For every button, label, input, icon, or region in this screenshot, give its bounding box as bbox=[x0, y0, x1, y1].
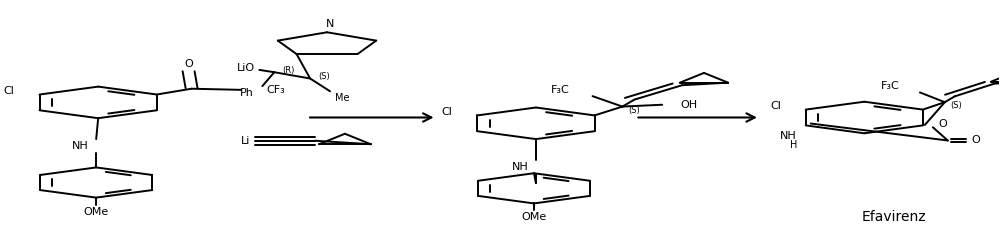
Text: O: O bbox=[939, 119, 948, 129]
Text: OMe: OMe bbox=[521, 212, 547, 222]
Text: NH: NH bbox=[779, 131, 796, 141]
Text: Li: Li bbox=[241, 136, 250, 146]
Text: Cl: Cl bbox=[442, 107, 452, 117]
Text: F₃C: F₃C bbox=[551, 85, 570, 95]
Text: H: H bbox=[790, 140, 797, 150]
Text: LiO: LiO bbox=[236, 63, 255, 73]
Text: N: N bbox=[326, 19, 334, 29]
Text: OMe: OMe bbox=[84, 207, 109, 216]
Text: Cl: Cl bbox=[770, 101, 781, 111]
Text: O: O bbox=[971, 136, 980, 145]
Text: Ph: Ph bbox=[239, 88, 253, 98]
Text: Efavirenz: Efavirenz bbox=[862, 210, 926, 224]
Text: F₃C: F₃C bbox=[881, 81, 900, 91]
Text: (S): (S) bbox=[951, 101, 962, 110]
Text: CF₃: CF₃ bbox=[266, 85, 285, 95]
Text: O: O bbox=[184, 59, 193, 69]
Text: (S): (S) bbox=[628, 106, 640, 115]
Text: (R): (R) bbox=[282, 66, 295, 75]
Text: Cl: Cl bbox=[4, 86, 15, 96]
Text: Me: Me bbox=[335, 93, 349, 102]
Text: OH: OH bbox=[680, 100, 697, 110]
Text: NH: NH bbox=[512, 162, 528, 172]
Text: NH: NH bbox=[72, 141, 89, 151]
Text: (S): (S) bbox=[318, 72, 330, 81]
